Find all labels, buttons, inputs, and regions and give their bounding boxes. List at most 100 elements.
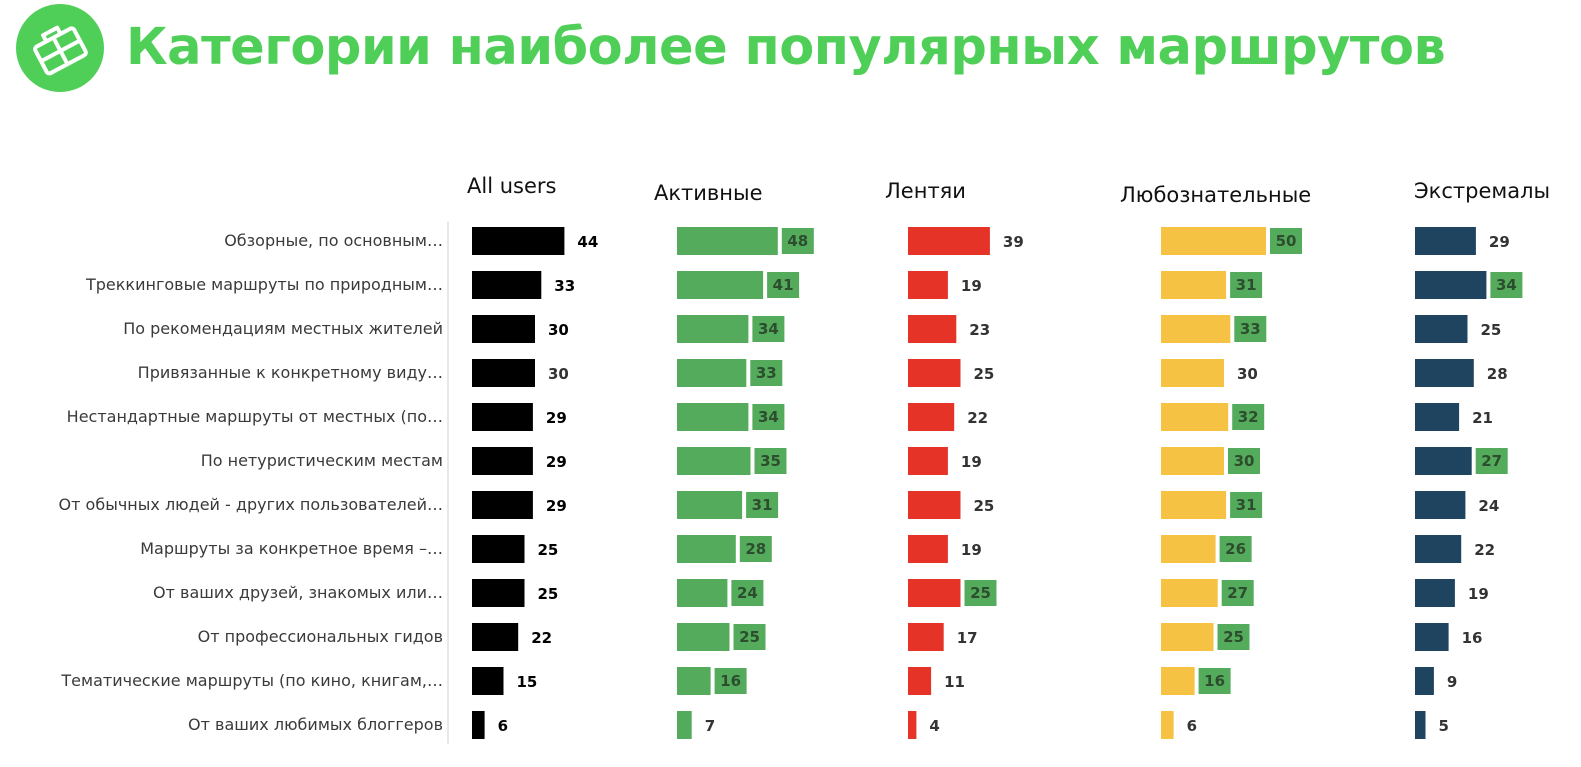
category-label: Треккинговые маршруты по природным… <box>85 275 443 294</box>
data-label: 27 <box>1227 584 1248 602</box>
data-label: 25 <box>538 541 559 559</box>
data-label: 30 <box>548 321 569 339</box>
bar <box>677 227 778 255</box>
category-label: По нетуристическим местам <box>201 451 443 470</box>
data-label: 11 <box>944 673 965 691</box>
bar <box>1415 623 1449 651</box>
data-label: 25 <box>1223 628 1244 646</box>
bar <box>1415 447 1472 475</box>
value-highlight <box>1228 448 1260 474</box>
data-label: 33 <box>756 364 777 382</box>
data-label: 41 <box>773 276 794 294</box>
value-highlight <box>1490 272 1523 298</box>
bar <box>472 315 535 343</box>
data-label: 29 <box>546 497 567 515</box>
bar <box>1415 315 1468 343</box>
category-label: От профессиональных гидов <box>198 627 443 646</box>
value-highlight <box>752 316 785 342</box>
data-label: 25 <box>739 628 760 646</box>
bar <box>472 227 565 255</box>
category-label: Маршруты за конкретное время –… <box>140 539 443 558</box>
bar <box>677 403 749 431</box>
data-label: 25 <box>1481 321 1502 339</box>
bar <box>908 403 955 431</box>
bar <box>1161 315 1231 343</box>
data-label: 35 <box>760 452 781 470</box>
series-title: Экстремалы <box>1414 179 1550 203</box>
series-title: All users <box>467 174 556 198</box>
value-highlight <box>1198 668 1231 694</box>
bar <box>908 623 944 651</box>
bar <box>1161 227 1266 255</box>
data-label: 24 <box>737 584 758 602</box>
data-label: 30 <box>548 365 569 383</box>
value-highlight <box>1232 404 1265 430</box>
value-highlight <box>767 272 800 298</box>
bar <box>1161 491 1227 519</box>
data-label: 34 <box>758 320 779 338</box>
category-label: Привязанные к конкретному виду… <box>138 363 443 382</box>
data-label: 25 <box>974 497 995 515</box>
data-label: 31 <box>1236 496 1257 514</box>
data-label: 7 <box>705 717 715 735</box>
data-label: 16 <box>1462 629 1483 647</box>
data-label: 34 <box>758 408 779 426</box>
value-highlight <box>1219 536 1252 562</box>
data-label: 29 <box>546 453 567 471</box>
data-label: 25 <box>974 365 995 383</box>
category-label: Тематические маршруты (по кино, книгам,… <box>60 671 443 690</box>
bar <box>1415 227 1476 255</box>
data-label: 32 <box>1238 408 1259 426</box>
data-label: 16 <box>1204 672 1225 690</box>
data-label: 29 <box>1489 233 1510 251</box>
data-label: 4 <box>929 717 939 735</box>
data-label: 22 <box>967 409 988 427</box>
page-title: Категории наиболее популярных маршрутов <box>126 18 1446 77</box>
bar <box>1161 711 1174 739</box>
bar <box>1415 535 1462 563</box>
bar <box>472 623 519 651</box>
bar <box>677 667 711 695</box>
bar <box>472 579 525 607</box>
bar <box>908 667 932 695</box>
data-label: 17 <box>957 629 978 647</box>
bar <box>472 667 504 695</box>
bar <box>908 535 948 563</box>
value-highlight <box>781 228 814 254</box>
bar <box>472 447 533 475</box>
category-label: От ваших друзей, знакомых или… <box>153 583 443 602</box>
data-label: 30 <box>1237 365 1258 383</box>
data-label: 48 <box>787 232 808 250</box>
bar <box>1161 271 1227 299</box>
data-label: 25 <box>970 584 991 602</box>
data-label: 33 <box>554 277 575 295</box>
data-label: 33 <box>1240 320 1261 338</box>
data-label: 22 <box>531 629 552 647</box>
data-label: 28 <box>745 540 766 558</box>
bar <box>1161 447 1224 475</box>
bar <box>472 271 542 299</box>
data-label: 25 <box>538 585 559 603</box>
bar <box>1161 359 1224 387</box>
header: Категории наиболее популярных маршрутов <box>16 4 1556 94</box>
bar <box>677 623 730 651</box>
data-label: 6 <box>498 717 508 735</box>
data-label: 29 <box>546 409 567 427</box>
bar <box>1161 579 1218 607</box>
bar <box>472 711 485 739</box>
bar <box>677 579 728 607</box>
value-highlight <box>733 624 766 650</box>
category-label: Нестандартные маршруты от местных (по… <box>67 407 443 426</box>
data-label: 19 <box>961 277 982 295</box>
data-label: 50 <box>1276 232 1297 250</box>
data-label: 31 <box>1236 276 1257 294</box>
value-highlight <box>750 360 783 386</box>
data-label: 5 <box>1439 717 1449 735</box>
bar <box>677 535 736 563</box>
value-highlight <box>1217 624 1250 650</box>
bar <box>1161 623 1214 651</box>
value-highlight <box>746 492 779 518</box>
value-highlight <box>1230 492 1263 518</box>
bar <box>908 447 948 475</box>
